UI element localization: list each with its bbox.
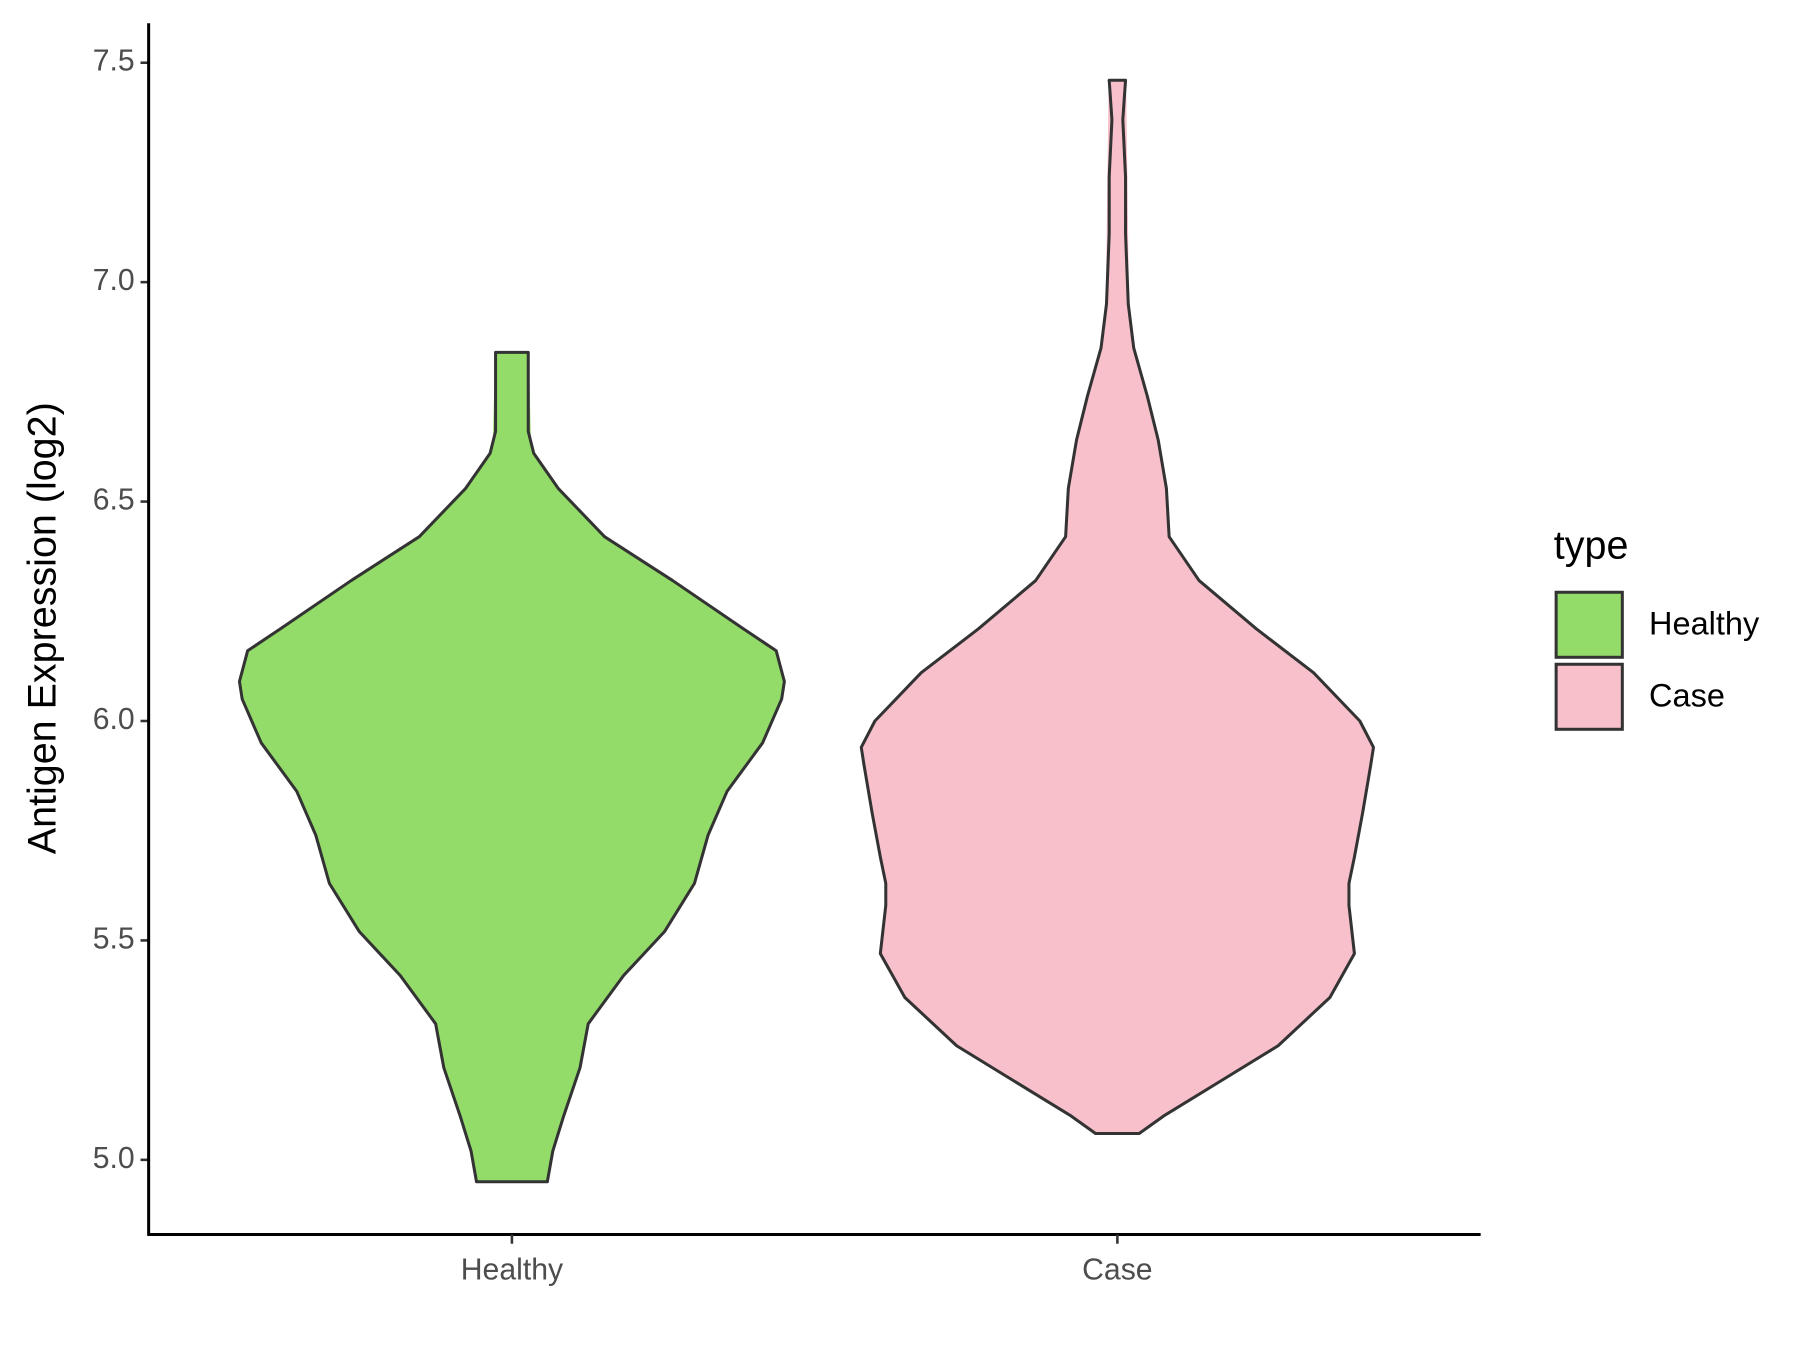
y-tick-label: 5.5 — [93, 922, 135, 955]
legend-label: Case — [1649, 678, 1725, 714]
y-tick-label: 7.0 — [93, 264, 135, 297]
violin-left-fill — [861, 80, 1112, 1134]
legend-key — [1554, 590, 1624, 659]
x-tick-label: Healthy — [461, 1254, 564, 1287]
violin-right-fill — [1122, 80, 1374, 1134]
x-tick-label: Case — [1082, 1254, 1152, 1287]
violin-left-outline — [859, 80, 1114, 1135]
violin-right-fill — [528, 352, 785, 1182]
violin-right-outline — [526, 352, 786, 1183]
legend-title: type — [1554, 524, 1629, 568]
violin-left-fill — [239, 352, 496, 1182]
y-tick-label: 6.5 — [93, 484, 135, 517]
violin-right-outline — [1121, 80, 1375, 1135]
y-tick-label: 6.0 — [93, 703, 135, 736]
violin-left-outline — [237, 352, 498, 1183]
y-axis-title: Antigen Expression (log2) — [21, 402, 65, 854]
legend-label: Healthy — [1649, 606, 1760, 642]
legend-key — [1554, 662, 1624, 731]
y-tick-label: 7.5 — [93, 45, 135, 78]
y-tick-label: 5.0 — [93, 1142, 135, 1175]
